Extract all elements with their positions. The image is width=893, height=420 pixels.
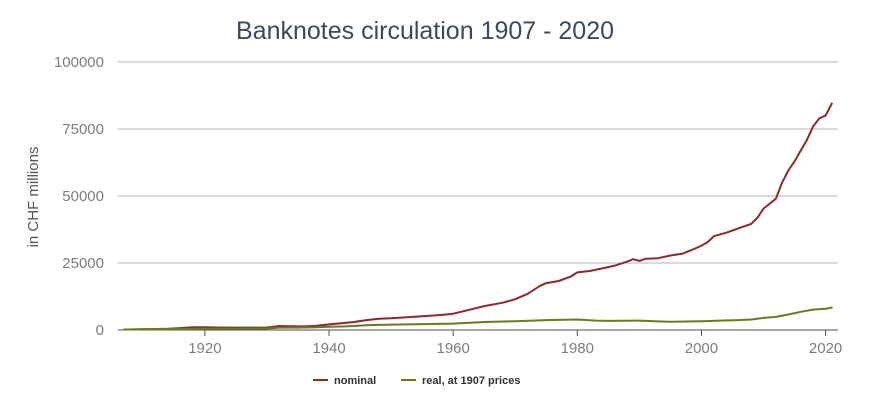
y-axis-ticks: 0 25000 50000 75000 100000 xyxy=(54,54,104,339)
y-tick-label: 0 xyxy=(96,322,104,339)
chart-title: Banknotes circulation 1907 - 2020 xyxy=(236,17,614,45)
legend: nominal real, at 1907 prices xyxy=(313,375,520,387)
y-tick-label: 100000 xyxy=(54,54,104,71)
x-tick-label: 2020 xyxy=(809,340,842,357)
x-tick-label: 1940 xyxy=(312,340,345,357)
y-axis-label: in CHF millions xyxy=(25,147,42,248)
x-axis-ticks: 1920 1940 1960 1980 2000 2020 xyxy=(188,330,842,357)
series-line-real xyxy=(123,306,833,331)
y-tick-label: 25000 xyxy=(62,255,104,272)
x-tick-label: 1920 xyxy=(188,340,221,357)
x-tick-label: 2000 xyxy=(685,340,718,357)
series-lines xyxy=(123,102,833,331)
legend-label: real, at 1907 prices xyxy=(422,375,520,387)
y-tick-label: 50000 xyxy=(62,188,104,205)
x-tick-label: 1960 xyxy=(436,340,469,357)
series-line-nominal xyxy=(123,102,833,331)
x-tick-label: 1980 xyxy=(561,340,594,357)
gridlines xyxy=(118,61,838,264)
y-tick-label: 75000 xyxy=(62,121,104,138)
legend-label: nominal xyxy=(334,375,376,387)
